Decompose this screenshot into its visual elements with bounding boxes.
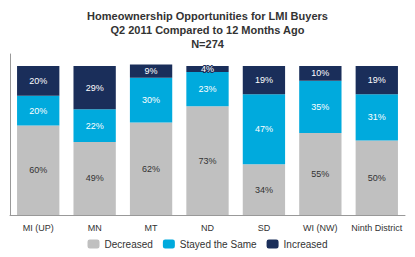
svg-text:29%: 29% (86, 83, 104, 93)
svg-text:73%: 73% (198, 156, 216, 166)
svg-text:Decreased: Decreased (105, 239, 153, 250)
svg-text:4%: 4% (201, 64, 214, 74)
svg-text:Ninth District: Ninth District (351, 223, 403, 233)
svg-text:47%: 47% (255, 124, 273, 134)
svg-text:22%: 22% (86, 121, 104, 131)
svg-text:MT: MT (145, 223, 158, 233)
svg-text:19%: 19% (368, 75, 386, 85)
svg-text:ND: ND (201, 223, 214, 233)
svg-text:SD: SD (258, 223, 271, 233)
svg-text:31%: 31% (368, 112, 386, 122)
svg-text:62%: 62% (142, 164, 160, 174)
svg-text:35%: 35% (311, 102, 329, 112)
svg-text:Homeownership Opportunities fo: Homeownership Opportunities for LMI Buye… (87, 10, 328, 22)
svg-text:30%: 30% (142, 95, 160, 105)
svg-text:19%: 19% (255, 75, 273, 85)
svg-text:34%: 34% (255, 185, 273, 195)
svg-text:49%: 49% (86, 173, 104, 183)
svg-text:60%: 60% (29, 165, 47, 175)
svg-text:Stayed the Same: Stayed the Same (180, 239, 257, 250)
svg-text:Q2 2011 Compared to 12 Months: Q2 2011 Compared to 12 Months Ago (111, 24, 305, 36)
svg-text:MN: MN (88, 223, 102, 233)
svg-text:23%: 23% (198, 84, 216, 94)
svg-text:20%: 20% (29, 106, 47, 116)
svg-text:20%: 20% (29, 76, 47, 86)
svg-text:Increased: Increased (284, 239, 328, 250)
svg-text:9%: 9% (145, 66, 158, 76)
svg-text:50%: 50% (368, 173, 386, 183)
svg-text:WI (NW): WI (NW) (303, 223, 337, 233)
svg-text:N=274: N=274 (191, 38, 225, 50)
svg-text:10%: 10% (311, 68, 329, 78)
svg-text:55%: 55% (311, 169, 329, 179)
svg-text:MI (UP): MI (UP) (23, 223, 54, 233)
